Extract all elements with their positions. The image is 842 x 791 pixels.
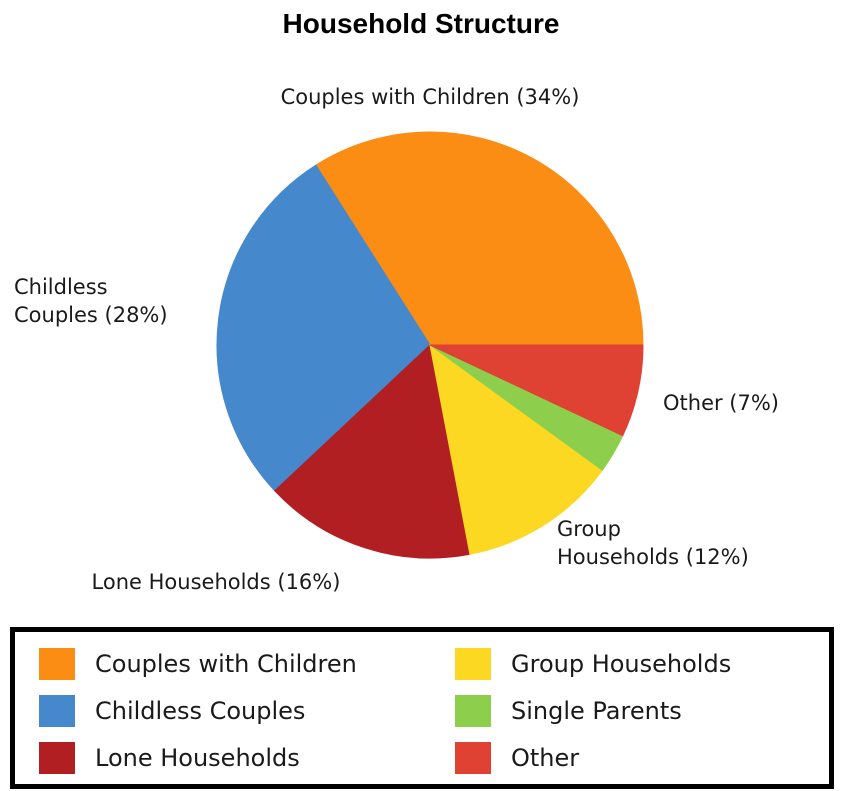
legend: Couples with Children Childless Couples … — [10, 627, 834, 789]
legend-label: Couples with Children — [95, 648, 357, 680]
legend-swatch — [39, 742, 75, 774]
legend-label: Childless Couples — [95, 695, 305, 727]
legend-swatch — [455, 695, 491, 727]
slice-label-group-households: Group Households (12%) — [557, 517, 749, 569]
slice-label-other: Other (7%) — [663, 391, 779, 415]
legend-swatch — [39, 695, 75, 727]
legend-swatch — [39, 648, 75, 680]
legend-swatch — [455, 648, 491, 680]
legend-label: Other — [511, 742, 579, 774]
slice-label-couples-with-children: Couples with Children (34%) — [281, 85, 580, 109]
legend-swatch — [455, 742, 491, 774]
legend-label: Group Households — [511, 648, 731, 680]
pie-chart: Couples with Children (34%) Childless Coup… — [0, 0, 842, 620]
legend-item-group-households: Group Households — [455, 648, 815, 682]
legend-item-childless-couples: Childless Couples — [39, 695, 399, 729]
legend-label: Single Parents — [511, 695, 682, 727]
legend-item-other: Other — [455, 742, 815, 776]
legend-item-couples-with-children: Couples with Children — [39, 648, 399, 682]
legend-item-single-parents: Single Parents — [455, 695, 815, 729]
legend-label: Lone Households — [95, 742, 300, 774]
legend-item-lone-households: Lone Households — [39, 742, 399, 776]
slice-label-childless-couples: Childless Couples (28%) — [14, 275, 168, 327]
slice-label-lone-households: Lone Households (16%) — [92, 570, 341, 594]
